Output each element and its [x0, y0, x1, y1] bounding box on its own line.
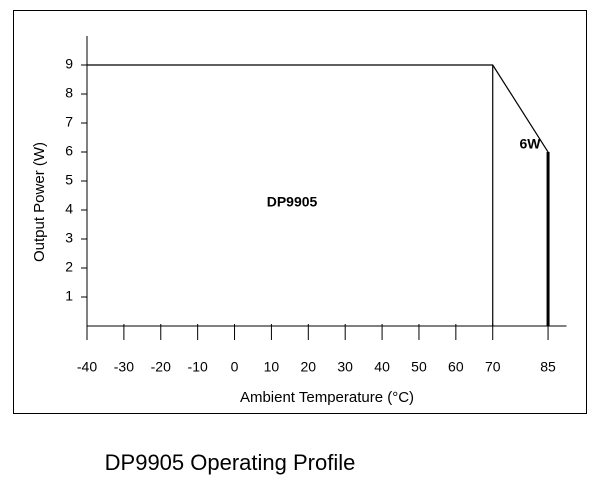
x-tick-label: 70: [485, 359, 501, 375]
y-tick-label: 7: [65, 114, 73, 130]
y-tick-label: 1: [65, 288, 73, 304]
x-tick-label: 40: [374, 359, 390, 375]
x-tick-label: -30: [114, 359, 134, 375]
x-tick-label: 50: [411, 359, 427, 375]
y-tick-label: 6: [65, 143, 73, 159]
x-tick-label: 20: [301, 359, 317, 375]
x-tick-label: 85: [540, 359, 556, 375]
annotation: 6W: [520, 136, 542, 152]
x-axis-label: Ambient Temperature (°C): [240, 389, 414, 406]
y-tick-label: 4: [65, 201, 73, 217]
y-tick-label: 3: [65, 230, 73, 246]
x-tick-label: -40: [77, 359, 97, 375]
y-axis-label: Output Power (W): [31, 142, 48, 262]
y-tick-label: 9: [65, 56, 73, 72]
x-tick-label: -10: [188, 359, 208, 375]
y-tick-label: 5: [65, 172, 73, 188]
y-tick-label: 2: [65, 259, 73, 275]
y-tick-label: 8: [65, 85, 73, 101]
line: [87, 64, 549, 326]
x-tick-label: -20: [151, 359, 171, 375]
x-tick-label: 0: [231, 359, 239, 375]
x-tick-label: 30: [337, 359, 353, 375]
x-tick-label: 10: [264, 359, 280, 375]
annotation: DP9905: [267, 194, 318, 210]
frame: [13, 10, 587, 414]
chart-title: DP9905 Operating Profile: [105, 450, 356, 475]
x-tick-label: 60: [448, 359, 464, 375]
